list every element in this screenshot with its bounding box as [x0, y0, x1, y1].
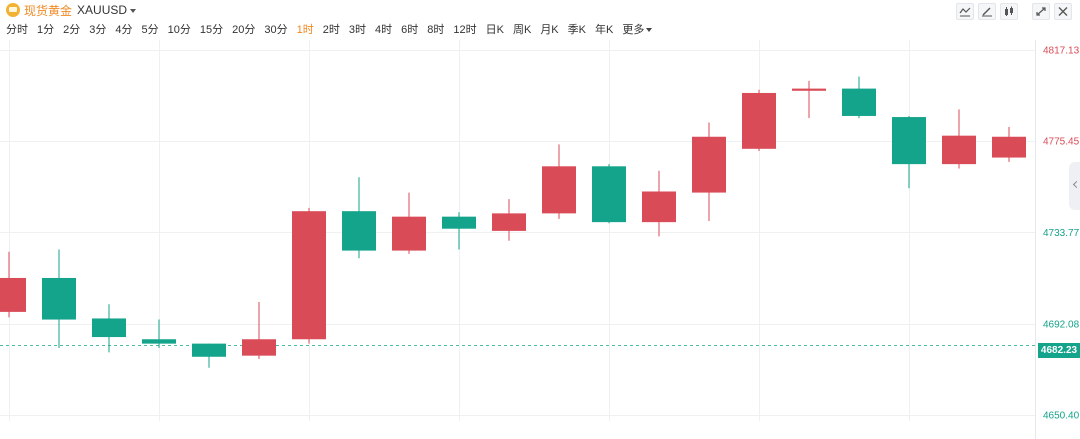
- chevron-down-icon: [130, 9, 137, 13]
- period-tab[interactable]: 15分: [199, 24, 224, 36]
- indicator-icon: [1005, 6, 1013, 16]
- line-chart-icon: [959, 7, 971, 17]
- chevron-down-icon: [646, 28, 653, 32]
- draw-tool-icon: [982, 7, 992, 17]
- indicator-button[interactable]: [1000, 3, 1018, 20]
- symbol-name: 现货黄金: [24, 3, 73, 18]
- candle-body: [392, 216, 426, 251]
- gold-coin-icon: [6, 3, 20, 17]
- candle-body: [142, 339, 176, 344]
- candle-body: [942, 135, 976, 165]
- candle-body: [592, 166, 626, 223]
- price-axis-label: 4775.45: [1043, 137, 1080, 148]
- more-periods-dropdown[interactable]: 更多: [622, 21, 653, 37]
- draw-tool-button[interactable]: [978, 3, 996, 20]
- chart-header: 现货黄金 XAUUSD: [0, 0, 1080, 22]
- period-tab[interactable]: 月K: [540, 24, 559, 36]
- close-button[interactable]: [1054, 3, 1072, 20]
- candle-body: [492, 213, 526, 231]
- period-tab[interactable]: 1时: [296, 24, 314, 36]
- candle-body: [42, 277, 76, 320]
- chart-toolbar: [952, 3, 1072, 20]
- period-tab[interactable]: 周K: [512, 24, 532, 36]
- candle-body: [192, 343, 226, 357]
- line-chart-button[interactable]: [956, 3, 974, 20]
- candle-body: [292, 211, 326, 340]
- close-icon: [1058, 7, 1068, 16]
- candle-body: [542, 166, 576, 214]
- period-tab[interactable]: 日K: [485, 24, 504, 36]
- price-axis-label: 4817.13: [1043, 46, 1080, 57]
- candle-body: [742, 92, 776, 149]
- price-axis-label: 4650.40: [1043, 411, 1080, 422]
- candle-body: [792, 88, 826, 91]
- candle-body: [242, 339, 276, 356]
- fullscreen-icon: [1036, 7, 1046, 16]
- period-tab[interactable]: 2时: [322, 24, 340, 36]
- side-panel-toggle[interactable]: [1069, 162, 1080, 210]
- candle-body: [842, 88, 876, 116]
- period-selector: 分时 1分 2分 3分 4分 5分 10分 15分 20分 30分 1时 2时 3时 4时 6时 8时 12时日…: [6, 20, 661, 38]
- candle-body: [442, 216, 476, 229]
- period-tab[interactable]: 2分: [63, 24, 81, 36]
- period-tab[interactable]: 12时: [453, 24, 477, 36]
- candle-body: [692, 136, 726, 193]
- candle-body: [92, 318, 126, 338]
- period-tab[interactable]: 8时: [427, 24, 445, 36]
- candle-body: [342, 211, 376, 251]
- candle-body: [892, 117, 926, 165]
- candle-body: [642, 191, 676, 223]
- period-tab[interactable]: 1分: [37, 24, 55, 36]
- more-label: 更多: [622, 24, 645, 36]
- period-tab[interactable]: 20分: [232, 24, 256, 36]
- candle-body: [992, 136, 1026, 158]
- period-tab[interactable]: 季K: [567, 24, 586, 36]
- period-tab[interactable]: 6时: [401, 24, 419, 36]
- period-tab[interactable]: 3时: [348, 24, 366, 36]
- fullscreen-button[interactable]: [1032, 3, 1050, 20]
- period-tab[interactable]: 5分: [141, 24, 159, 36]
- period-tab[interactable]: 分时: [6, 24, 28, 36]
- symbol-code: XAUUSD: [77, 3, 128, 17]
- candle-body: [0, 277, 26, 312]
- last-price-badge: 4682.23: [1038, 343, 1080, 358]
- price-axis-label: 4733.77: [1043, 228, 1080, 239]
- price-axis-label: 4692.08: [1043, 319, 1080, 330]
- period-tab[interactable]: 4时: [375, 24, 393, 36]
- period-tab[interactable]: 10分: [167, 24, 191, 36]
- period-tab[interactable]: 4分: [115, 24, 133, 36]
- period-tab[interactable]: 30分: [264, 24, 288, 36]
- period-tab[interactable]: 3分: [89, 24, 107, 36]
- symbol-selector[interactable]: 现货黄金 XAUUSD: [6, 1, 137, 19]
- period-tab[interactable]: 年K: [595, 24, 614, 36]
